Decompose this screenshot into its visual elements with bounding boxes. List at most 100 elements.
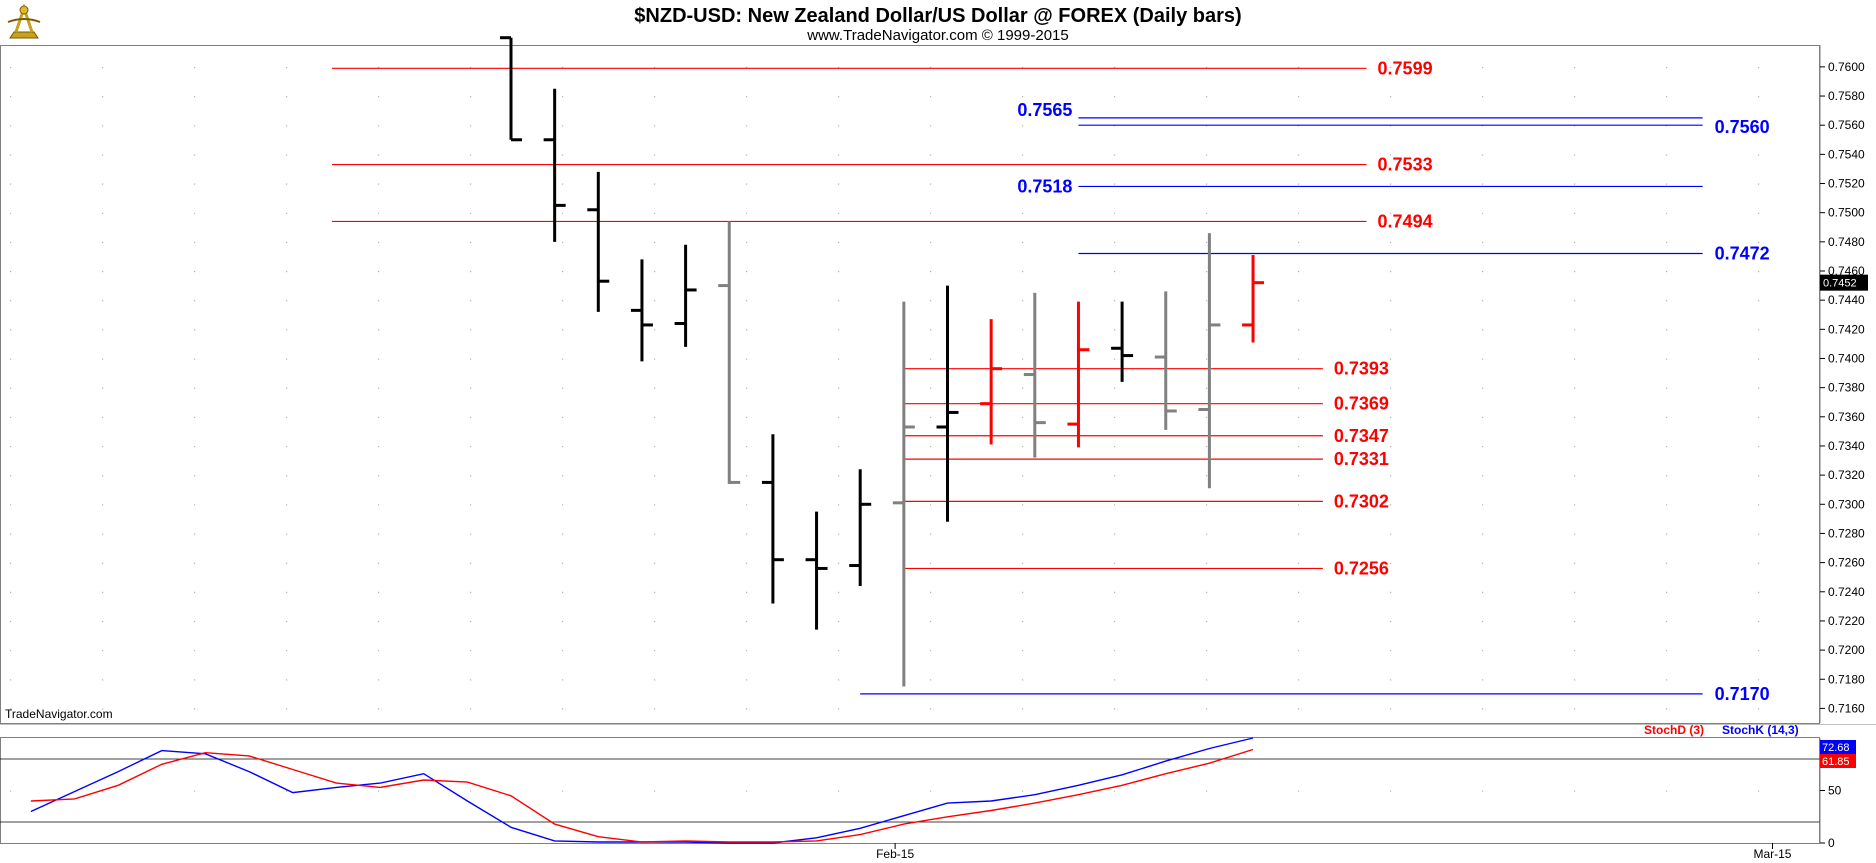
ohlc-bar <box>1154 291 1177 430</box>
grid-dot <box>10 154 12 156</box>
grid-dot <box>746 650 748 652</box>
level-label: 0.7472 <box>1715 244 1770 264</box>
grid-dot <box>1390 329 1392 331</box>
grid-dot <box>194 562 196 564</box>
grid-dot <box>1114 650 1116 652</box>
grid-dot <box>1022 66 1024 69</box>
grid-dot <box>654 329 656 331</box>
stoch-grid <box>0 758 1820 823</box>
grid-dot <box>1574 475 1576 477</box>
grid-dot <box>102 271 104 273</box>
grid-dot <box>1206 358 1208 360</box>
grid-dot <box>194 241 196 244</box>
grid-dot <box>1482 271 1484 273</box>
grid-dot <box>746 679 748 681</box>
price-tick-label: 0.7560 <box>1828 118 1865 132</box>
grid-dot <box>1390 475 1392 477</box>
grid-dot <box>10 358 12 360</box>
grid-dot <box>930 358 932 360</box>
grid-dot <box>470 679 472 681</box>
grid-dot <box>378 96 380 98</box>
grid-dot <box>1666 300 1668 302</box>
grid-dot <box>1482 708 1484 710</box>
grid-dot <box>1482 96 1484 98</box>
price-tick-label: 0.7440 <box>1828 293 1865 307</box>
grid-dot <box>1758 154 1760 156</box>
grid-dot <box>102 504 104 506</box>
grid-dot <box>562 358 564 360</box>
grid-dot <box>286 387 288 389</box>
ohlc-bar <box>805 511 828 630</box>
grid-dot <box>746 358 748 360</box>
grid-dot <box>930 66 932 69</box>
grid-dot <box>1022 416 1024 419</box>
grid-dot <box>1206 445 1208 448</box>
grid-dot <box>1482 475 1484 477</box>
grid-dot <box>1114 300 1116 302</box>
grid-dot <box>1758 96 1760 98</box>
ohlc-bar <box>718 221 741 484</box>
grid-dot <box>930 387 932 389</box>
grid-dot <box>1206 679 1208 681</box>
grid-dot <box>562 562 564 564</box>
grid-dot <box>1022 358 1024 360</box>
stochd-value-badge <box>1820 754 1856 768</box>
grid-dot <box>378 416 380 419</box>
price-tick-label: 0.7580 <box>1828 89 1865 103</box>
grid-dot <box>470 241 472 244</box>
grid-dot <box>1666 650 1668 652</box>
grid-dot <box>1114 329 1116 331</box>
grid-dot <box>1482 591 1484 593</box>
grid-dot <box>1022 96 1024 98</box>
grid-dot <box>654 387 656 389</box>
grid-dot <box>1574 300 1576 302</box>
grid-dot <box>1758 358 1760 360</box>
level-label: 0.7599 <box>1378 58 1433 78</box>
grid-dot <box>1666 562 1668 564</box>
grid-dot <box>1022 504 1024 506</box>
grid-dot <box>838 271 840 273</box>
ohlc-bar <box>500 36 522 142</box>
grid-dot <box>1298 154 1300 156</box>
grid-dot <box>1022 708 1024 710</box>
grid-dot <box>1482 387 1484 389</box>
grid-dot <box>102 154 104 156</box>
grid-dot <box>1574 650 1576 652</box>
grid-dot <box>1390 358 1392 360</box>
grid-dot <box>654 790 656 792</box>
grid-dot <box>1482 212 1484 214</box>
price-tick-label: 0.7360 <box>1828 410 1865 424</box>
grid-dot <box>746 475 748 477</box>
price-tick-label: 0.7300 <box>1828 497 1865 511</box>
grid-dot <box>1758 504 1760 506</box>
grid-dot <box>1666 620 1668 623</box>
grid-dot <box>194 183 196 185</box>
grid-dot <box>1574 591 1576 593</box>
grid-dot <box>1666 445 1668 448</box>
grid-dot <box>1758 387 1760 389</box>
grid-dot <box>1390 416 1392 419</box>
grid-dot <box>1482 445 1484 448</box>
grid-dot <box>1482 562 1484 564</box>
grid-dot <box>1206 620 1208 623</box>
grid-dot <box>378 125 380 127</box>
grid-dot <box>838 387 840 389</box>
grid-dot <box>1758 125 1760 127</box>
grid-dot <box>746 66 748 69</box>
grid-dot <box>1114 475 1116 477</box>
price-tick-label: 0.7600 <box>1828 60 1865 74</box>
grid-dot <box>1482 329 1484 331</box>
grid-dot <box>1206 183 1208 185</box>
grid-dot <box>10 300 12 302</box>
grid-dot <box>470 620 472 623</box>
grid-dot <box>10 504 12 506</box>
grid-dot <box>654 358 656 360</box>
grid-dot <box>286 329 288 331</box>
stoch-lines <box>30 737 1254 844</box>
grid-dot <box>1482 358 1484 360</box>
grid-dot <box>378 504 380 506</box>
grid-dot <box>1574 416 1576 419</box>
grid-dot <box>1206 300 1208 302</box>
grid-dot <box>10 620 12 623</box>
grid-dot <box>838 241 840 244</box>
